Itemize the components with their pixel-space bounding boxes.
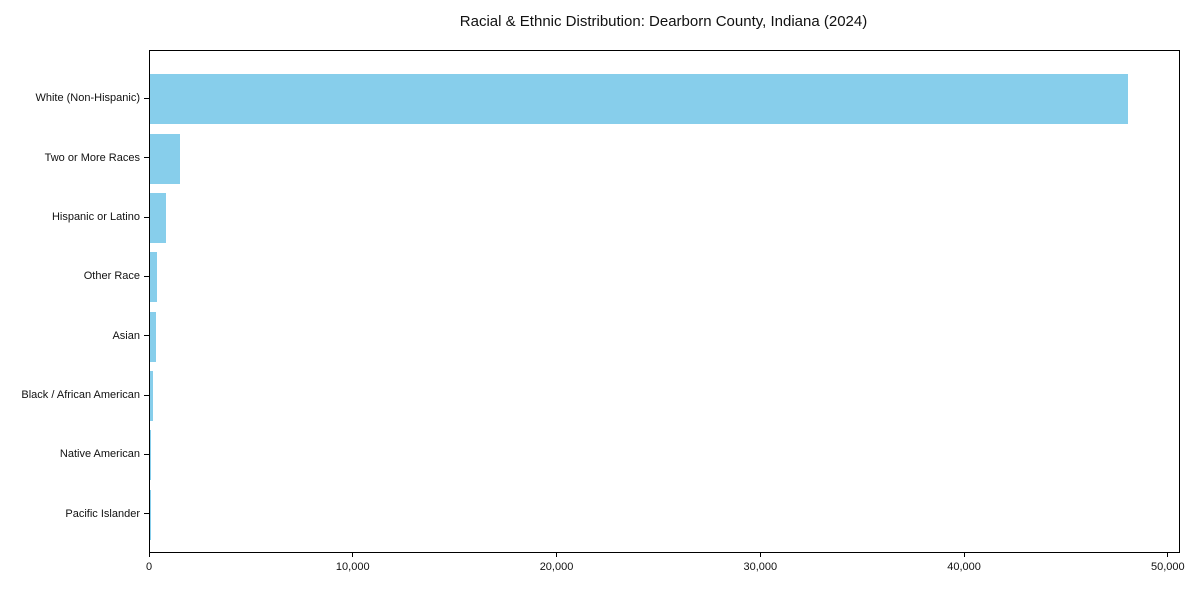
x-tick-label: 0	[145, 561, 153, 573]
y-axis-tick	[144, 513, 149, 515]
y-axis-tick	[144, 394, 149, 396]
category-label: Hispanic or Latino	[51, 211, 140, 223]
x-tick-label: 20,000	[539, 561, 574, 573]
x-axis-tick	[759, 552, 761, 557]
category-label: Asian	[112, 329, 140, 342]
bar	[150, 74, 1129, 125]
plot-area	[149, 50, 1180, 553]
category-label: White (Non-Hispanic)	[35, 92, 140, 105]
category-label: Two or More Races	[44, 151, 140, 164]
y-axis-tick	[144, 97, 149, 99]
category-label: Pacific Islander	[65, 507, 140, 520]
x-tick-label: 40,000	[947, 561, 981, 573]
category-label: Native American	[59, 448, 140, 461]
x-tick-label: 10,000	[335, 561, 370, 573]
bar	[150, 252, 157, 303]
bar	[150, 311, 156, 362]
bar	[150, 133, 180, 184]
category-label: Other Race	[83, 270, 140, 283]
x-axis-tick	[352, 552, 354, 557]
x-axis-tick	[556, 552, 558, 557]
x-tick-label: 50,000	[1150, 561, 1185, 573]
bar	[150, 371, 153, 422]
y-axis-tick	[144, 216, 149, 218]
bar	[150, 193, 166, 243]
x-axis-tick	[1167, 552, 1169, 557]
x-axis-tick	[963, 552, 965, 557]
chart-title: Racial & Ethnic Distribution: Dearborn C…	[459, 13, 868, 30]
y-axis-tick	[144, 335, 149, 337]
y-axis-tick	[144, 157, 149, 159]
x-axis-tick	[148, 552, 150, 557]
category-label: Black / African American	[21, 389, 140, 402]
x-tick-label: 30,000	[743, 561, 778, 573]
y-axis-tick	[144, 453, 149, 455]
y-axis-tick	[144, 275, 149, 277]
